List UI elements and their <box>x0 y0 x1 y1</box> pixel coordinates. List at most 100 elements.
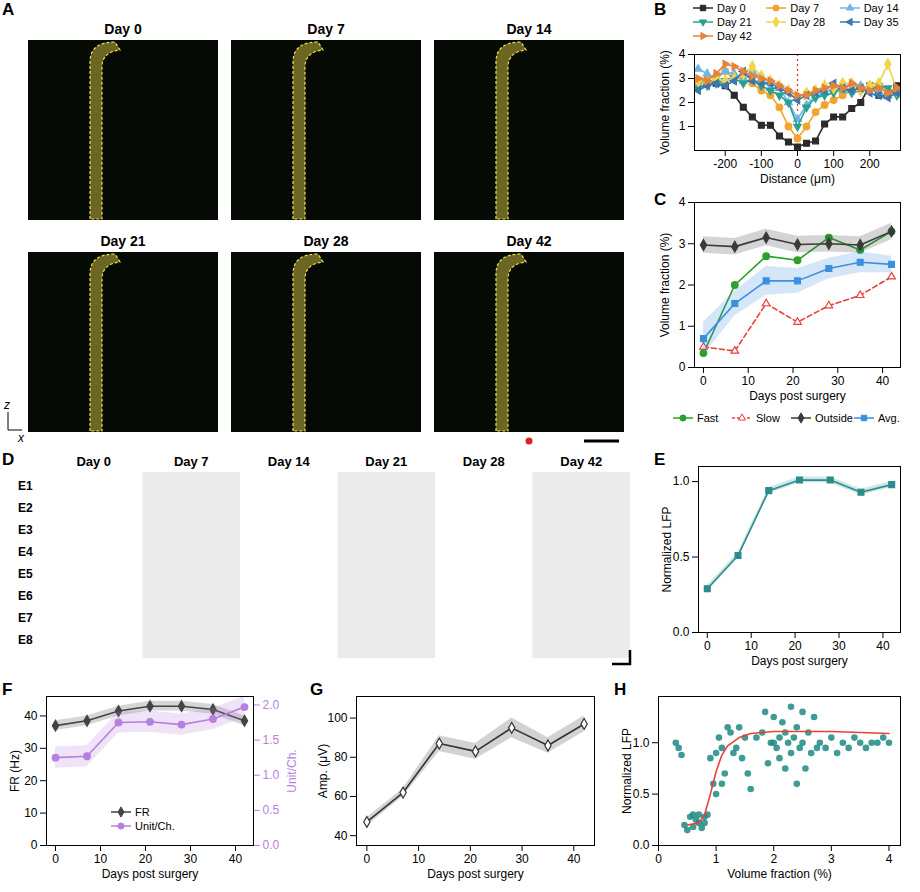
svg-text:0: 0 <box>794 157 801 171</box>
svg-text:1: 1 <box>679 319 686 333</box>
svg-text:E5: E5 <box>18 567 33 581</box>
svg-text:0: 0 <box>704 639 711 653</box>
svg-text:-100: -100 <box>749 157 773 171</box>
svg-text:40: 40 <box>229 852 243 866</box>
html-text:B: B <box>654 0 667 19</box>
svg-text:4: 4 <box>679 195 686 209</box>
svg-text:20: 20 <box>24 774 38 788</box>
svg-text:1.0: 1.0 <box>263 768 280 782</box>
svg-text:30: 30 <box>24 741 38 755</box>
svg-text:1: 1 <box>713 852 720 866</box>
svg-text:E3: E3 <box>18 523 33 537</box>
svg-text:80: 80 <box>334 750 348 764</box>
svg-text:Normalized LFP: Normalized LFP <box>660 506 674 592</box>
svg-text:3: 3 <box>679 71 686 85</box>
svg-text:Distance (μm): Distance (μm) <box>760 172 835 186</box>
svg-text:20: 20 <box>139 852 153 866</box>
svg-text:Day 28: Day 28 <box>463 454 505 469</box>
svg-text:x: x <box>17 431 25 445</box>
svg-text:Days post surgery: Days post surgery <box>427 867 524 881</box>
svg-text:E4: E4 <box>18 545 33 559</box>
svg-text:30: 30 <box>831 374 845 388</box>
svg-text:40: 40 <box>876 374 890 388</box>
svg-text:Day 28: Day 28 <box>303 233 348 249</box>
html-text:G: G <box>310 680 324 699</box>
svg-text:20: 20 <box>788 639 802 653</box>
svg-text:1.5: 1.5 <box>263 733 280 747</box>
svg-text:E6: E6 <box>18 589 33 603</box>
svg-text:2.0: 2.0 <box>263 698 280 712</box>
svg-text:z: z <box>3 398 10 412</box>
svg-text:E8: E8 <box>18 633 33 647</box>
svg-text:Day 7: Day 7 <box>307 21 345 37</box>
svg-text:0.5: 0.5 <box>263 803 280 817</box>
html-text:A: A <box>2 0 15 19</box>
html-text:D: D <box>2 450 15 469</box>
svg-text:2: 2 <box>770 852 777 866</box>
svg-text:0: 0 <box>31 838 38 852</box>
svg-text:Day 42: Day 42 <box>506 233 551 249</box>
svg-text:10: 10 <box>745 639 759 653</box>
svg-text:1.0: 1.0 <box>633 736 650 750</box>
svg-text:Unit/Ch.: Unit/Ch. <box>285 749 299 792</box>
svg-text:Day 7: Day 7 <box>174 454 209 469</box>
svg-text:1.0: 1.0 <box>673 474 690 488</box>
svg-text:0: 0 <box>655 852 662 866</box>
svg-text:Day 42: Day 42 <box>560 454 602 469</box>
svg-text:-200: -200 <box>713 157 737 171</box>
svg-text:60: 60 <box>334 789 348 803</box>
svg-text:10: 10 <box>742 374 756 388</box>
svg-text:FR (Hz): FR (Hz) <box>8 750 22 792</box>
svg-text:Days post surgery: Days post surgery <box>749 389 846 403</box>
svg-text:0: 0 <box>679 360 686 374</box>
svg-text:0.5: 0.5 <box>633 787 650 801</box>
svg-text:0: 0 <box>700 374 707 388</box>
svg-text:Normalized LFP: Normalized LFP <box>620 728 634 814</box>
svg-text:4: 4 <box>679 47 686 61</box>
svg-text:20: 20 <box>464 852 478 866</box>
svg-text:Day 21: Day 21 <box>100 233 145 249</box>
svg-text:10: 10 <box>24 806 38 820</box>
svg-text:10: 10 <box>412 852 426 866</box>
svg-text:3: 3 <box>679 237 686 251</box>
svg-text:40: 40 <box>334 829 348 843</box>
svg-text:2: 2 <box>679 278 686 292</box>
svg-text:100: 100 <box>327 711 347 725</box>
svg-text:100: 100 <box>824 157 844 171</box>
svg-text:E7: E7 <box>18 611 33 625</box>
svg-text:Day 14: Day 14 <box>506 21 551 37</box>
svg-text:Volume fraction (%): Volume fraction (%) <box>658 50 672 155</box>
svg-text:Day 0: Day 0 <box>104 21 142 37</box>
svg-text:Day 21: Day 21 <box>365 454 407 469</box>
svg-text:0: 0 <box>52 852 59 866</box>
svg-text:1: 1 <box>679 119 686 133</box>
svg-text:0.0: 0.0 <box>633 838 650 852</box>
svg-text:Days post surgery: Days post surgery <box>751 654 848 668</box>
html-text:H: H <box>614 680 627 699</box>
svg-text:30: 30 <box>515 852 529 866</box>
html-text:C: C <box>654 190 667 209</box>
svg-text:Day 0: Day 0 <box>76 454 111 469</box>
svg-text:0.5: 0.5 <box>673 550 690 564</box>
svg-text:40: 40 <box>876 639 890 653</box>
svg-text:Volume fraction (%): Volume fraction (%) <box>658 233 672 338</box>
svg-text:4: 4 <box>886 852 893 866</box>
svg-text:3: 3 <box>828 852 835 866</box>
svg-text:30: 30 <box>184 852 198 866</box>
svg-text:0.0: 0.0 <box>673 625 690 639</box>
svg-text:Volume fraction (%): Volume fraction (%) <box>727 867 832 881</box>
svg-text:Amp. (μV): Amp. (μV) <box>316 744 330 798</box>
svg-text:10: 10 <box>94 852 108 866</box>
svg-text:E2: E2 <box>18 501 33 515</box>
svg-text:E1: E1 <box>18 479 33 493</box>
svg-text:200: 200 <box>860 157 880 171</box>
svg-text:40: 40 <box>567 852 581 866</box>
svg-text:0: 0 <box>364 852 371 866</box>
svg-text:20: 20 <box>786 374 800 388</box>
svg-text:2: 2 <box>679 95 686 109</box>
svg-text:0.0: 0.0 <box>263 838 280 852</box>
svg-text:40: 40 <box>24 709 38 723</box>
svg-text:Days post surgery: Days post surgery <box>102 867 199 881</box>
svg-text:Day 14: Day 14 <box>268 454 311 469</box>
svg-text:30: 30 <box>832 639 846 653</box>
